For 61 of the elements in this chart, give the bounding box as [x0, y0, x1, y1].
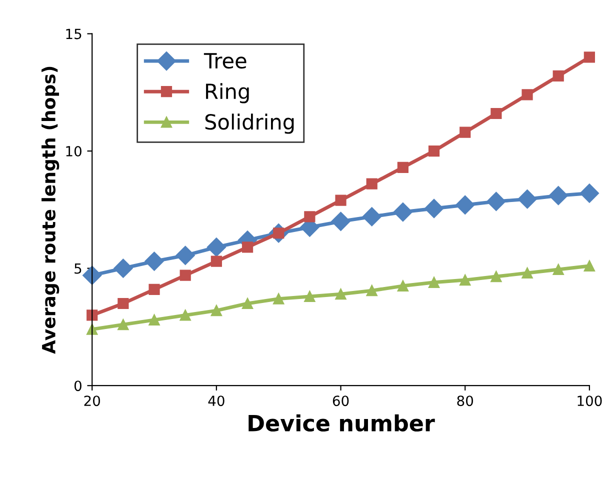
x-tick-label: 80 — [457, 396, 474, 406]
point — [304, 211, 316, 222]
point — [552, 70, 564, 82]
point — [486, 192, 506, 211]
point — [86, 324, 98, 335]
point — [176, 246, 195, 265]
legend-label: Tree — [204, 53, 246, 69]
point — [144, 252, 164, 271]
y-tick-label: 0 — [74, 380, 82, 392]
point — [397, 280, 408, 292]
point — [335, 194, 346, 206]
y-axis-title: Average route length (hops) — [42, 66, 60, 354]
point — [518, 190, 537, 209]
point — [397, 162, 408, 174]
point — [460, 274, 471, 286]
point — [552, 264, 564, 276]
x-tick-label: 60 — [332, 396, 349, 406]
point — [118, 319, 129, 330]
point — [366, 285, 378, 296]
point — [522, 267, 533, 279]
point — [273, 293, 284, 304]
point — [393, 202, 412, 222]
point — [456, 195, 475, 215]
x-tick-label: 100 — [578, 396, 602, 406]
point — [118, 298, 129, 310]
point — [362, 207, 382, 226]
point — [206, 238, 226, 257]
point — [428, 145, 440, 157]
point — [460, 126, 471, 138]
legend-label: Ring — [206, 83, 249, 104]
x-tick-label: 20 — [84, 396, 100, 406]
point — [210, 304, 222, 316]
point — [490, 108, 502, 120]
x-tick-label: 40 — [208, 396, 224, 406]
point — [522, 89, 533, 100]
point — [180, 270, 191, 281]
point — [86, 310, 98, 321]
point — [331, 212, 350, 231]
point — [180, 310, 191, 321]
point — [584, 260, 595, 272]
point — [428, 276, 440, 288]
y-tick-label: 10 — [66, 146, 82, 156]
point — [210, 256, 222, 267]
legend-label: Solidring — [205, 114, 294, 134]
point — [82, 266, 102, 285]
point — [548, 186, 568, 206]
y-tick-label: 15 — [66, 28, 82, 40]
point — [242, 298, 254, 310]
point — [304, 290, 316, 302]
point — [580, 184, 599, 203]
point — [148, 284, 160, 295]
point — [366, 178, 378, 190]
y-tick-label: 5 — [74, 263, 82, 274]
point — [335, 288, 346, 300]
point — [490, 270, 502, 282]
point — [424, 198, 444, 218]
point — [148, 314, 160, 326]
point — [242, 242, 254, 253]
point — [114, 258, 133, 278]
point — [584, 52, 595, 63]
x-axis-title: Device number — [248, 414, 435, 432]
